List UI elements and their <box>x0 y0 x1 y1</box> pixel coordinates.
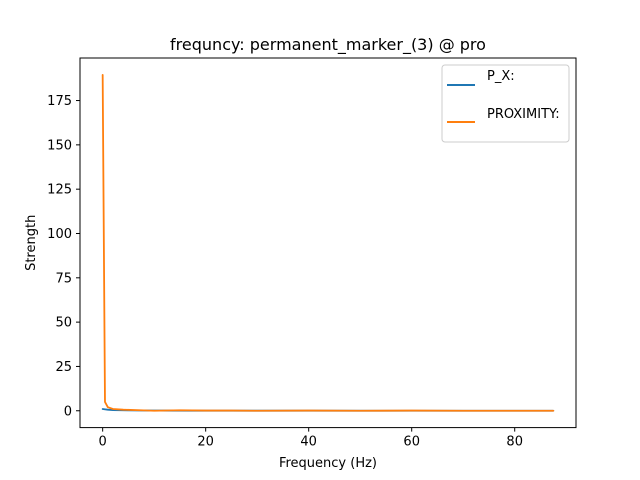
legend-label-p-x: P_X: <box>487 69 515 84</box>
x-tick-label: 80 <box>506 435 523 450</box>
series-line-proximity <box>101 73 555 412</box>
y-tick-label: 25 <box>55 360 72 375</box>
legend-label-proximity: PROXIMITY: <box>487 107 560 122</box>
y-tick-label: 50 <box>55 316 72 331</box>
y-tick-label: 125 <box>47 183 72 198</box>
x-tick-label: 60 <box>403 435 420 450</box>
y-tick-label: 150 <box>47 138 72 153</box>
chart-title: frequncy: permanent_marker_(3) @ pro <box>170 35 486 55</box>
x-tick-label: 40 <box>300 435 317 450</box>
x-axis-label: Frequency (Hz) <box>279 456 377 471</box>
plot-frame <box>79 57 577 429</box>
plot-area <box>101 73 555 412</box>
y-tick-label: 75 <box>55 271 72 286</box>
y-tick-label: 0 <box>64 404 72 419</box>
x-tick-label: 0 <box>99 435 107 450</box>
y-tick-label: 100 <box>47 227 72 242</box>
y-axis-label: Strength <box>24 215 39 271</box>
x-tick-label: 20 <box>197 435 214 450</box>
legend: P_X: PROXIMITY: <box>441 64 570 143</box>
y-tick-label: 175 <box>47 94 72 109</box>
axis-ticks: 0 20 40 60 80 0 25 50 75 100 125 150 175 <box>47 94 523 450</box>
